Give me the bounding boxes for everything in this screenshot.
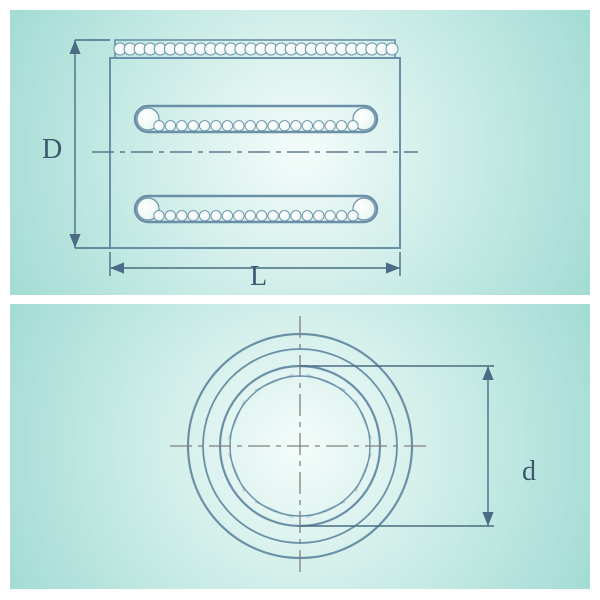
ball [302, 211, 312, 221]
ball [199, 121, 209, 131]
ball [257, 121, 267, 131]
ball [154, 121, 164, 131]
ball [234, 121, 244, 131]
ball [177, 121, 187, 131]
ball [177, 211, 187, 221]
ball [165, 211, 175, 221]
ball [325, 211, 335, 221]
label-d: d [522, 456, 536, 487]
ball [199, 211, 209, 221]
ball [245, 211, 255, 221]
ball [222, 211, 232, 221]
ball [257, 211, 267, 221]
ball [336, 121, 346, 131]
ball [314, 121, 324, 131]
label-D: D [42, 134, 62, 165]
ball [268, 121, 278, 131]
ball [279, 121, 289, 131]
ball [386, 43, 398, 55]
ball [291, 121, 301, 131]
ball [222, 121, 232, 131]
ball [188, 121, 198, 131]
ball [245, 121, 255, 131]
ball [348, 211, 358, 221]
ball [165, 121, 175, 131]
ball [154, 211, 164, 221]
ball [314, 211, 324, 221]
ball [348, 121, 358, 131]
ball [302, 121, 312, 131]
ball [336, 211, 346, 221]
ball [188, 211, 198, 221]
ball [279, 211, 289, 221]
ball [325, 121, 335, 131]
ball [211, 121, 221, 131]
ball [291, 211, 301, 221]
ball [268, 211, 278, 221]
ball [211, 211, 221, 221]
label-L: L [250, 261, 267, 292]
ball [234, 211, 244, 221]
